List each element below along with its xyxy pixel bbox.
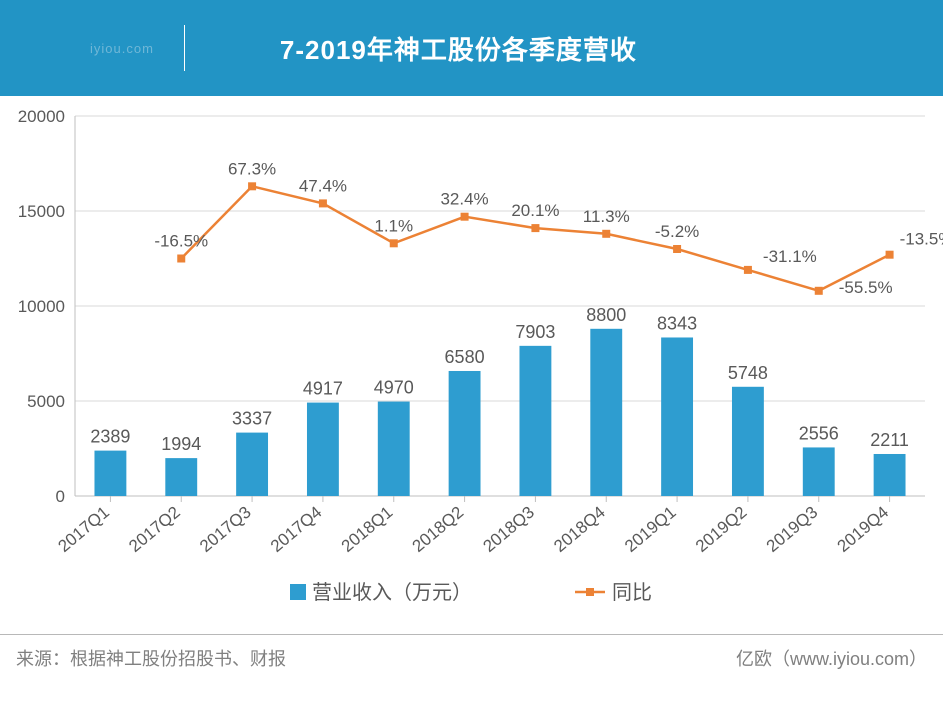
y-tick-label: 10000 bbox=[18, 297, 65, 316]
bar bbox=[803, 447, 835, 496]
line-marker bbox=[390, 239, 398, 247]
bar bbox=[661, 337, 693, 496]
bar-value-label: 4917 bbox=[303, 379, 343, 399]
x-category-label: 2017Q1 bbox=[54, 503, 113, 556]
x-category-label: 2019Q3 bbox=[763, 503, 822, 556]
pct-label: 20.1% bbox=[511, 201, 559, 220]
line-marker bbox=[602, 230, 610, 238]
header-divider bbox=[184, 25, 185, 71]
bar bbox=[94, 451, 126, 496]
bar-value-label: 7903 bbox=[515, 322, 555, 342]
bar bbox=[732, 387, 764, 496]
bar bbox=[519, 346, 551, 496]
y-tick-label: 0 bbox=[56, 487, 65, 506]
pct-label: 1.1% bbox=[374, 216, 413, 235]
bar-value-label: 3337 bbox=[232, 409, 272, 429]
legend-label-bar: 营业收入（万元） bbox=[312, 581, 472, 604]
y-tick-label: 5000 bbox=[27, 392, 65, 411]
bar-value-label: 8800 bbox=[586, 305, 626, 325]
source-text: 来源：根据神工股份招股书、财报 bbox=[16, 645, 286, 671]
bar-value-label: 1994 bbox=[161, 434, 201, 454]
x-category-label: 2019Q2 bbox=[692, 503, 751, 556]
line-marker bbox=[248, 182, 256, 190]
x-category-label: 2017Q4 bbox=[267, 503, 326, 556]
line-marker bbox=[177, 255, 185, 263]
x-category-label: 2018Q1 bbox=[338, 503, 397, 556]
bar bbox=[449, 371, 481, 496]
bar-value-label: 6580 bbox=[445, 347, 485, 367]
pct-label: 32.4% bbox=[440, 190, 488, 209]
legend-swatch-bar bbox=[290, 584, 306, 600]
x-category-label: 2018Q4 bbox=[550, 503, 609, 556]
bar bbox=[378, 402, 410, 496]
line-marker bbox=[319, 199, 327, 207]
x-category-label: 2018Q3 bbox=[479, 503, 538, 556]
brand-text: 亿欧（www.iyiou.com） bbox=[736, 645, 927, 671]
bar bbox=[874, 454, 906, 496]
bar-value-label: 2389 bbox=[90, 427, 130, 447]
bar-value-label: 4970 bbox=[374, 378, 414, 398]
pct-label: -5.2% bbox=[655, 222, 699, 241]
x-category-label: 2019Q4 bbox=[834, 503, 893, 556]
legend-marker bbox=[586, 588, 594, 596]
header-bar: iyiou.com 7-2019年神工股份各季度营收 bbox=[0, 0, 943, 96]
pct-label: 11.3% bbox=[583, 207, 630, 226]
bar-value-label: 2211 bbox=[870, 430, 909, 450]
x-category-label: 2017Q3 bbox=[196, 503, 255, 556]
line-marker bbox=[673, 245, 681, 253]
x-category-label: 2017Q2 bbox=[125, 503, 184, 556]
logo-text: iyiou.com bbox=[90, 41, 154, 56]
bar-value-label: 2556 bbox=[799, 423, 839, 443]
legend-label-line: 同比 bbox=[612, 581, 652, 604]
bar bbox=[165, 458, 197, 496]
line-marker bbox=[531, 224, 539, 232]
x-category-label: 2019Q1 bbox=[621, 503, 680, 556]
chart-area: 0 5000 10000 15000 20000 2389 2017Q1 1994 2017Q2… bbox=[0, 96, 943, 634]
line-marker bbox=[815, 287, 823, 295]
pct-label: -31.1% bbox=[763, 247, 817, 266]
pct-label: 47.4% bbox=[299, 176, 347, 195]
line-marker bbox=[886, 251, 894, 259]
chart-title: 7-2019年神工股份各季度营收 bbox=[280, 30, 637, 67]
pct-label: -55.5% bbox=[839, 278, 893, 297]
footer: 来源：根据神工股份招股书、财报 亿欧（www.iyiou.com） bbox=[0, 634, 943, 671]
line-marker bbox=[461, 213, 469, 221]
bar bbox=[236, 433, 268, 496]
line-marker bbox=[744, 266, 752, 274]
pct-label: 67.3% bbox=[228, 159, 276, 178]
bar-value-label: 5748 bbox=[728, 363, 768, 383]
y-tick-label: 15000 bbox=[18, 202, 65, 221]
pct-label: -13.5% bbox=[900, 230, 943, 249]
y-tick-label: 20000 bbox=[18, 107, 65, 126]
chart-svg: 0 5000 10000 15000 20000 2389 2017Q1 1994 2017Q2… bbox=[0, 96, 943, 634]
x-category-label: 2018Q2 bbox=[409, 503, 468, 556]
bar bbox=[307, 403, 339, 496]
pct-label: -16.5% bbox=[154, 232, 208, 251]
bar-value-label: 8343 bbox=[657, 313, 697, 333]
bar bbox=[590, 329, 622, 496]
